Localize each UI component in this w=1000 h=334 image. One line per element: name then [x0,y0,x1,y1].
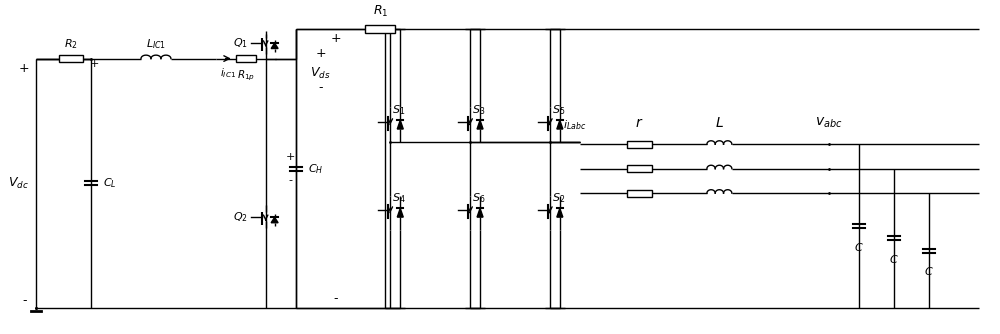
Text: $i_{Labc}$: $i_{Labc}$ [563,119,586,133]
Text: +: + [330,32,341,45]
Bar [365,25,395,33]
Bar [236,55,256,62]
Bar [627,165,652,172]
Text: $S_6$: $S_6$ [472,192,486,205]
Polygon shape [557,120,563,129]
Text: $Q_1$: $Q_1$ [233,36,248,50]
Text: $V_{dc}$: $V_{dc}$ [8,176,29,191]
Bar [627,190,652,197]
Polygon shape [271,217,278,223]
Text: -: - [289,175,293,185]
Text: $i_{IC1}$: $i_{IC1}$ [220,66,236,80]
Polygon shape [477,208,483,217]
Text: +: + [286,152,295,162]
Text: $V_{ds}$: $V_{ds}$ [310,66,331,81]
Text: $L$: $L$ [715,116,724,130]
Text: $C_L$: $C_L$ [103,176,117,190]
Text: +: + [19,62,30,75]
Text: $C$: $C$ [854,241,864,253]
Text: +: + [89,59,99,69]
Polygon shape [557,208,563,217]
Text: $S_1$: $S_1$ [392,104,406,117]
Text: $Q_2$: $Q_2$ [233,210,248,224]
Text: $S_4$: $S_4$ [392,192,406,205]
Polygon shape [397,208,403,217]
Text: $R_{1p}$: $R_{1p}$ [237,68,255,83]
Text: -: - [333,292,338,305]
Text: $S_2$: $S_2$ [552,192,565,205]
Polygon shape [397,120,403,129]
Text: $S_3$: $S_3$ [472,104,485,117]
Bar [59,55,83,62]
Text: -: - [22,294,27,307]
Polygon shape [477,120,483,129]
Text: $C$: $C$ [889,253,899,265]
Text: $C$: $C$ [924,265,934,277]
Text: -: - [318,81,323,95]
Text: $L_{IC1}$: $L_{IC1}$ [146,37,166,51]
Text: $v_{abc}$: $v_{abc}$ [815,115,843,130]
Text: $R_2$: $R_2$ [64,37,78,51]
Text: $R_1$: $R_1$ [373,4,388,19]
Text: $S_5$: $S_5$ [552,104,565,117]
Bar [627,141,652,148]
Polygon shape [271,43,278,48]
Text: $C_H$: $C_H$ [308,162,323,176]
Text: $r$: $r$ [635,116,644,130]
Text: +: + [315,47,326,60]
